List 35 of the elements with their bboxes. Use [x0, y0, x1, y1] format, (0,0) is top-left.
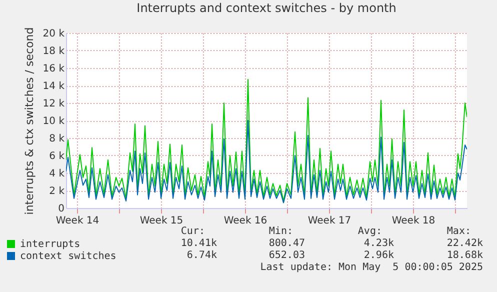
- y-tick-label: 18 k: [42, 46, 65, 57]
- y-tick-label: 0: [58, 204, 64, 214]
- x-tick-label: Week 16: [224, 216, 268, 226]
- text: Max:: [446, 226, 471, 237]
- y-tick-label: 14 k: [42, 81, 65, 92]
- text: 4.23k: [364, 238, 394, 249]
- text: Avg:: [358, 226, 382, 237]
- x-tick-label: Week 14: [56, 216, 100, 226]
- chart-title: Interrupts and context switches - by month: [136, 0, 396, 15]
- y-tick-label: 10 k: [42, 116, 65, 127]
- text: Cur:: [180, 226, 205, 237]
- x-tick-label: Week 15: [140, 216, 184, 226]
- y-tick-label: 16 k: [42, 64, 65, 74]
- line-series: [66, 78, 467, 202]
- x-tick-label: Week 17: [308, 216, 352, 226]
- text: 2.96k: [364, 250, 394, 261]
- y-tick-label: 2 k: [49, 186, 65, 197]
- text: 22.42k: [446, 238, 483, 249]
- y-axis-title: interrupts & ctx switches / second: [22, 27, 36, 215]
- text: 800.47: [268, 238, 305, 249]
- text: Last update: Mon May 5 00:00:05 2025: [260, 262, 483, 273]
- text: 6.74k: [186, 250, 217, 261]
- legend-label: interrupts: [20, 239, 80, 250]
- text: 10.41k: [180, 238, 217, 249]
- text: Min:: [268, 226, 293, 237]
- y-tick-label: 20 k: [42, 28, 65, 40]
- legend-label: context switches: [20, 251, 116, 262]
- y-tick-label: 8 k: [49, 134, 65, 144]
- line-series: [66, 120, 467, 204]
- y-tick-label: 6 k: [49, 151, 65, 162]
- x-tick-label: Week 18: [392, 216, 436, 226]
- y-tick-label: 12 k: [42, 98, 65, 110]
- text: 652.03: [268, 250, 305, 261]
- y-tick-label: 4 k: [49, 168, 65, 180]
- text: 18.68k: [446, 250, 483, 261]
